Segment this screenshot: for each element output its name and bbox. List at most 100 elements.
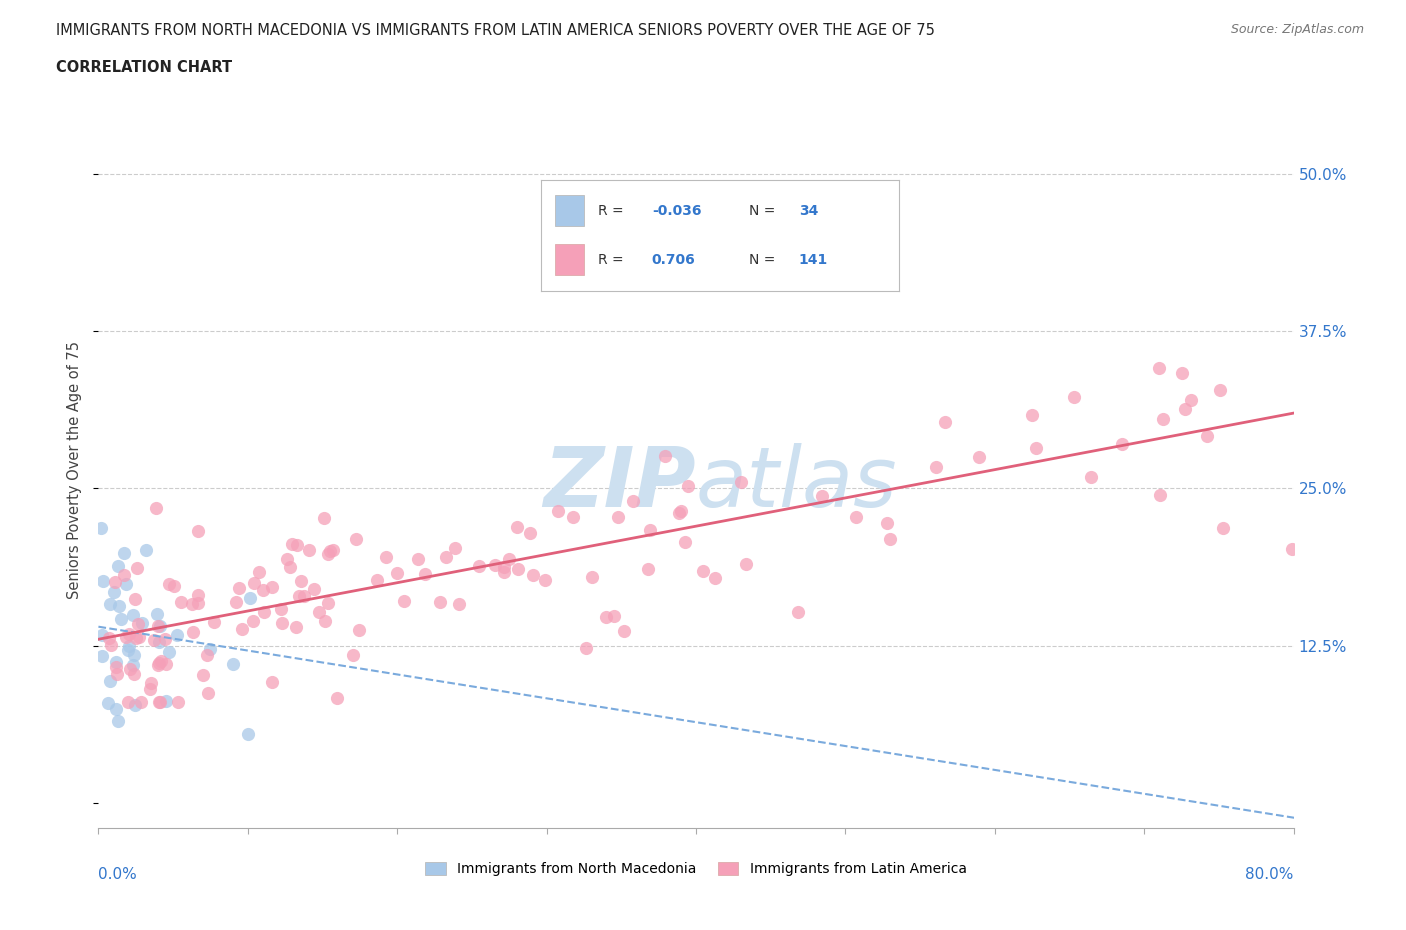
Point <box>157 644 180 659</box>
Point <box>1149 361 1171 376</box>
Point <box>117 643 139 658</box>
Point <box>155 658 177 672</box>
Point <box>145 500 167 515</box>
Point <box>1063 390 1085 405</box>
Point <box>934 415 956 430</box>
Point <box>498 551 520 566</box>
Point <box>247 565 270 580</box>
Point <box>187 588 209 603</box>
Point <box>197 685 219 700</box>
Point <box>879 531 901 546</box>
Point <box>143 632 166 647</box>
Point <box>285 538 308 552</box>
Point <box>181 597 204 612</box>
Point <box>342 647 364 662</box>
Point <box>253 604 276 619</box>
Point <box>668 505 690 520</box>
Point <box>613 624 636 639</box>
Point <box>148 655 170 670</box>
Point <box>124 591 146 606</box>
Point <box>406 551 429 566</box>
Point <box>284 619 307 634</box>
Point <box>128 630 150 644</box>
Point <box>349 622 371 637</box>
Point <box>98 596 121 611</box>
Point <box>104 655 127 670</box>
Point <box>170 594 193 609</box>
Point <box>225 594 247 609</box>
Point <box>314 511 336 525</box>
Point <box>1021 408 1043 423</box>
Text: ZIP: ZIP <box>543 444 696 525</box>
Point <box>492 560 515 575</box>
Point <box>319 544 342 559</box>
Point <box>595 610 617 625</box>
Point <box>155 693 177 708</box>
Point <box>91 574 114 589</box>
Point <box>222 657 245 671</box>
Point <box>326 691 349 706</box>
Point <box>562 510 585 525</box>
Point <box>786 604 808 619</box>
Point <box>98 674 121 689</box>
Text: 0.0%: 0.0% <box>98 867 138 882</box>
Point <box>298 542 321 557</box>
Point <box>122 667 145 682</box>
Point <box>228 580 250 595</box>
Point <box>434 550 457 565</box>
Point <box>506 562 529 577</box>
Point <box>127 617 149 631</box>
Point <box>198 641 221 656</box>
Point <box>118 661 141 676</box>
Point <box>110 611 132 626</box>
Point <box>191 668 214 683</box>
Point <box>925 459 948 474</box>
Point <box>129 695 152 710</box>
Point <box>105 666 128 681</box>
Point <box>385 565 408 580</box>
Point <box>1302 432 1324 446</box>
Text: CORRELATION CHART: CORRELATION CHART <box>56 60 232 75</box>
Point <box>187 595 209 610</box>
Point <box>1212 520 1234 535</box>
Point <box>581 569 603 584</box>
Point <box>1149 487 1171 502</box>
Point <box>413 566 436 581</box>
Point <box>163 578 186 593</box>
Point <box>322 542 344 557</box>
Point <box>288 588 311 603</box>
Point <box>117 695 139 710</box>
Point <box>1294 404 1316 418</box>
Point <box>104 574 127 589</box>
Point <box>1180 392 1202 407</box>
Point <box>107 558 129 573</box>
Point <box>730 474 752 489</box>
Point <box>91 649 114 664</box>
Text: Source: ZipAtlas.com: Source: ZipAtlas.com <box>1230 23 1364 36</box>
Point <box>260 579 283 594</box>
Point <box>314 614 336 629</box>
Point <box>484 558 506 573</box>
Point <box>239 591 262 606</box>
Point <box>97 696 120 711</box>
Point <box>522 567 544 582</box>
Point <box>108 599 131 614</box>
Point <box>262 674 284 689</box>
Point <box>149 654 172 669</box>
Point <box>1171 365 1194 380</box>
Point <box>623 493 645 508</box>
Point <box>876 516 898 531</box>
Point <box>139 682 162 697</box>
Point <box>673 535 696 550</box>
Point <box>671 503 693 518</box>
Point <box>125 561 148 576</box>
Point <box>115 630 138 644</box>
Point <box>704 570 727 585</box>
Point <box>1197 429 1219 444</box>
Point <box>302 581 325 596</box>
Point <box>467 558 489 573</box>
Point <box>969 449 991 464</box>
Point <box>157 577 180 591</box>
Point <box>145 606 167 621</box>
Point <box>91 628 114 643</box>
